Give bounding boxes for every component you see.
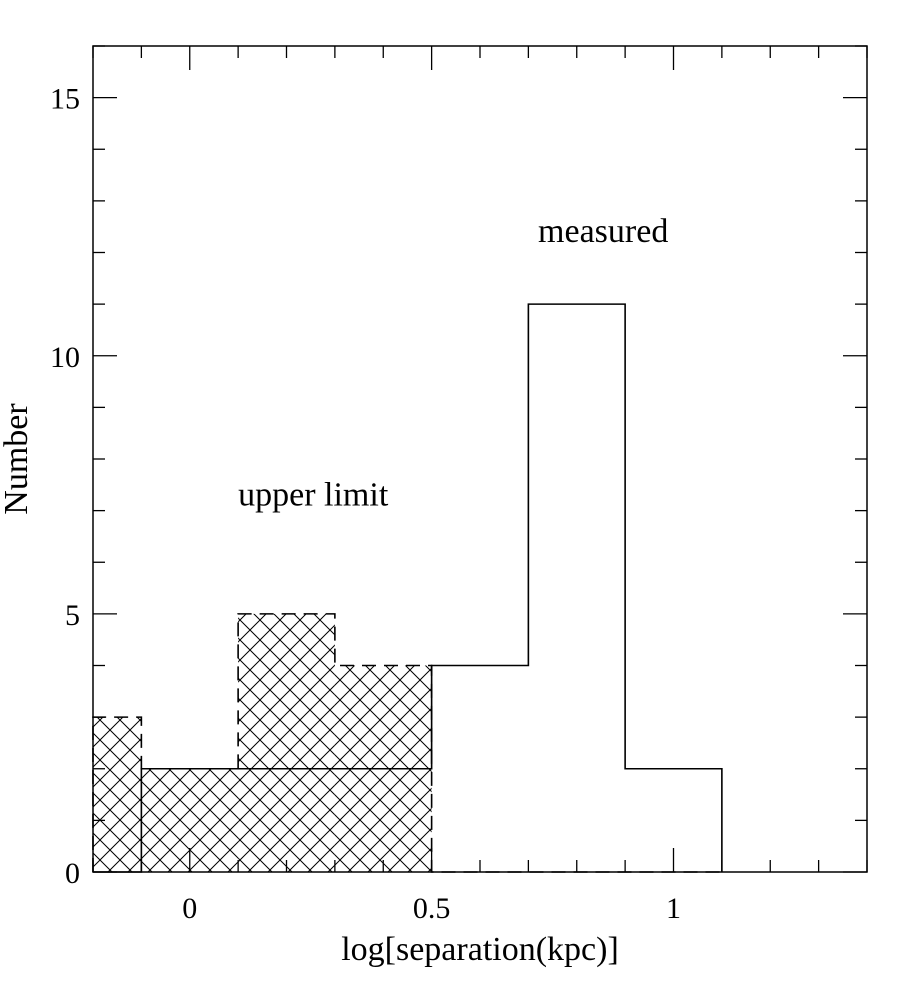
x-tick-labels: 0 0.5 1 (182, 892, 681, 925)
y-tick-label: 0 (65, 857, 80, 890)
upper-limit-bar-fill (93, 717, 142, 872)
y-tick-label: 15 (50, 83, 80, 116)
upper-limit-bar (238, 614, 335, 872)
upper-limit-histogram (92, 613, 722, 873)
annotation-label: measured (538, 213, 668, 250)
y-tick-label: 5 (65, 599, 80, 632)
upper-limit-bar (93, 717, 141, 872)
x-tick-label: 0 (182, 892, 197, 925)
y-axis-label: Number (0, 403, 35, 515)
y-tick-label: 10 (50, 341, 80, 374)
upper-limit-hatch-layer (93, 613, 432, 872)
upper-limit-bar-fill (238, 613, 335, 872)
x-axis-label: log[separation(kpc)] (341, 931, 619, 968)
measured-bar (528, 304, 625, 872)
y-tick-labels: 0 5 10 15 (50, 83, 80, 890)
annotation-label: upper limit (238, 476, 389, 513)
upper-limit-bar (335, 666, 432, 873)
axis-ticks (92, 45, 868, 873)
annotations: measured upper limit (238, 213, 668, 513)
x-tick-label: 1 (666, 892, 681, 925)
upper-limit-series-line (92, 613, 722, 873)
measured-bar (432, 666, 529, 873)
x-tick-label: 0.5 (413, 892, 451, 925)
